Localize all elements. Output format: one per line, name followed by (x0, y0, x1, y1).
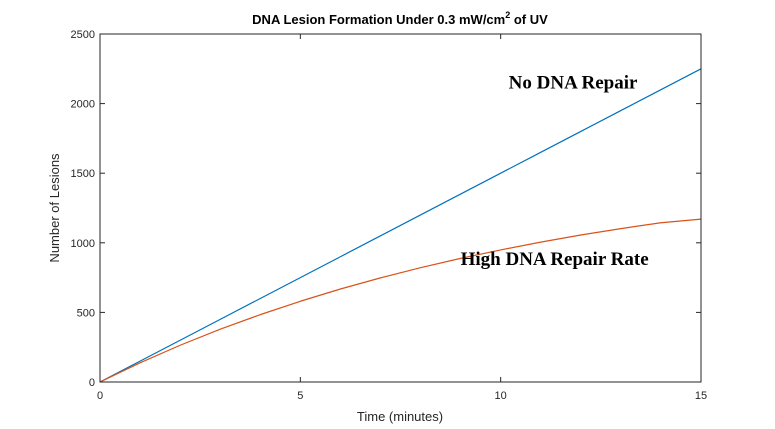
x-tick-label: 5 (297, 390, 303, 402)
x-axis-label: Time (minutes) (357, 409, 443, 424)
chart-title: DNA Lesion Formation Under 0.3 mW/cm2 of… (252, 10, 548, 27)
annotation-label: No DNA Repair (509, 72, 638, 93)
annotation-label: High DNA Repair Rate (461, 249, 649, 270)
y-tick-label: 0 (89, 377, 95, 389)
y-tick-label: 1500 (71, 168, 95, 180)
y-tick-label: 2500 (71, 29, 95, 41)
x-tick-label: 15 (695, 390, 707, 402)
chart-title-superscript: 2 (505, 10, 510, 20)
plot-series (99, 68, 702, 383)
y-tick-label: 500 (77, 307, 95, 319)
y-tick-label: 1000 (71, 238, 95, 250)
chart-title-prefix: DNA Lesion Formation Under 0.3 mW/cm (252, 12, 505, 27)
x-tick-label: 10 (495, 390, 507, 402)
y-axis-ticks: 0 500 1000 1500 2000 2500 (71, 29, 701, 389)
chart-title-suffix: of UV (510, 12, 548, 27)
annotations: No DNA Repair High DNA Repair Rate (461, 72, 649, 270)
plot-frame (99, 33, 702, 383)
x-tick-label: 0 (97, 390, 103, 402)
y-tick-label: 2000 (71, 99, 95, 111)
series-line-2 (99, 218, 702, 383)
series-line-1 (99, 68, 702, 383)
x-axis-ticks: 0 5 10 15 (97, 34, 707, 402)
y-axis-label: Number of Lesions (47, 153, 62, 263)
